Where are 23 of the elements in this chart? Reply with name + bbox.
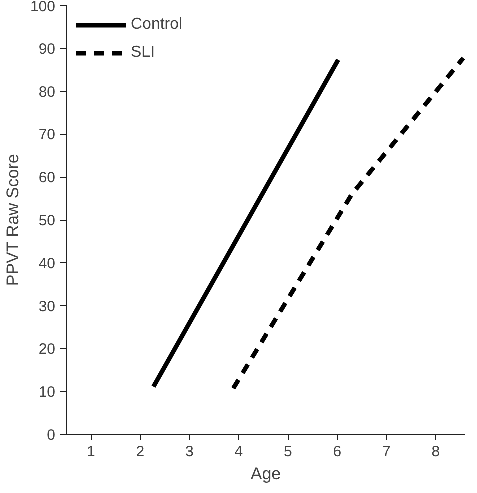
x-tick-label: 1 bbox=[86, 444, 96, 460]
legend-label: Control bbox=[131, 16, 183, 34]
x-axis-title: Age bbox=[250, 464, 282, 484]
x-tick-label: 5 bbox=[284, 444, 292, 460]
y-tick-label: 10 bbox=[38, 384, 56, 402]
y-tick-label: 20 bbox=[38, 341, 56, 358]
y-tick-label: 80 bbox=[38, 84, 56, 101]
y-tick-label: 50 bbox=[38, 212, 56, 230]
x-tick-label: 7 bbox=[382, 444, 391, 460]
y-tick-label: 40 bbox=[38, 255, 56, 272]
y-axis-title: PPVT Raw Score bbox=[3, 154, 22, 286]
y-tick-label: 90 bbox=[38, 40, 56, 58]
y-tick-label: 0 bbox=[47, 427, 56, 444]
legend-label: SLI bbox=[131, 44, 156, 62]
x-tick-label: 6 bbox=[333, 444, 342, 460]
y-tick-label: 30 bbox=[38, 298, 56, 316]
y-tick-label: 100 bbox=[30, 0, 56, 16]
x-tick-label: 4 bbox=[234, 444, 244, 460]
x-tick-label: 3 bbox=[185, 444, 194, 460]
y-tick-label: 70 bbox=[38, 126, 56, 144]
y-tick-label: 60 bbox=[38, 170, 56, 187]
x-tick-label: 8 bbox=[432, 444, 440, 460]
x-tick-label: 2 bbox=[136, 444, 145, 460]
